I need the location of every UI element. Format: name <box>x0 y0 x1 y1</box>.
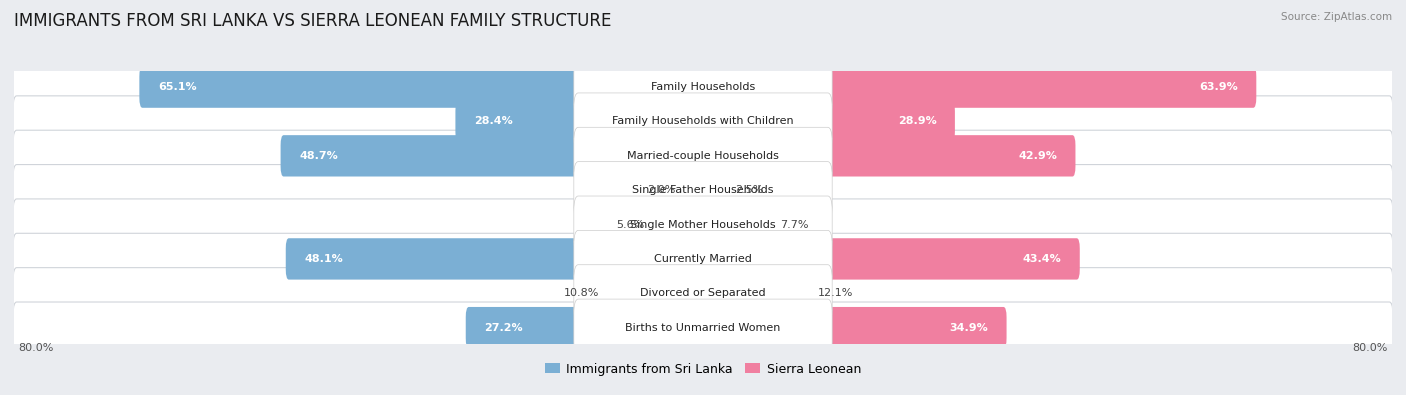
Text: 27.2%: 27.2% <box>484 323 523 333</box>
FancyBboxPatch shape <box>574 127 832 184</box>
FancyBboxPatch shape <box>13 96 1393 147</box>
Text: Births to Unmarried Women: Births to Unmarried Women <box>626 323 780 333</box>
FancyBboxPatch shape <box>700 238 1080 280</box>
Text: 7.7%: 7.7% <box>780 220 808 229</box>
FancyBboxPatch shape <box>285 238 706 280</box>
Text: 80.0%: 80.0% <box>18 343 53 354</box>
Text: 80.0%: 80.0% <box>1353 343 1388 354</box>
FancyBboxPatch shape <box>574 162 832 219</box>
FancyBboxPatch shape <box>13 199 1393 250</box>
FancyBboxPatch shape <box>574 230 832 288</box>
Text: Currently Married: Currently Married <box>654 254 752 264</box>
Legend: Immigrants from Sri Lanka, Sierra Leonean: Immigrants from Sri Lanka, Sierra Leonea… <box>546 363 860 376</box>
Text: 5.6%: 5.6% <box>616 220 644 229</box>
Text: 63.9%: 63.9% <box>1199 82 1237 92</box>
FancyBboxPatch shape <box>574 265 832 322</box>
FancyBboxPatch shape <box>465 307 706 348</box>
FancyBboxPatch shape <box>652 204 706 245</box>
Text: Single Father Households: Single Father Households <box>633 185 773 195</box>
FancyBboxPatch shape <box>683 169 706 211</box>
FancyBboxPatch shape <box>13 268 1393 319</box>
FancyBboxPatch shape <box>13 130 1393 181</box>
Text: Source: ZipAtlas.com: Source: ZipAtlas.com <box>1281 12 1392 22</box>
Text: Single Mother Households: Single Mother Households <box>630 220 776 229</box>
Text: 28.4%: 28.4% <box>474 117 513 126</box>
Text: 42.9%: 42.9% <box>1018 151 1057 161</box>
FancyBboxPatch shape <box>700 66 1257 108</box>
Text: 48.7%: 48.7% <box>299 151 337 161</box>
Text: 12.1%: 12.1% <box>817 288 853 298</box>
Text: IMMIGRANTS FROM SRI LANKA VS SIERRA LEONEAN FAMILY STRUCTURE: IMMIGRANTS FROM SRI LANKA VS SIERRA LEON… <box>14 12 612 30</box>
Text: 10.8%: 10.8% <box>564 288 599 298</box>
FancyBboxPatch shape <box>13 302 1393 353</box>
FancyBboxPatch shape <box>13 165 1393 216</box>
FancyBboxPatch shape <box>574 93 832 150</box>
Text: 34.9%: 34.9% <box>949 323 988 333</box>
Text: Family Households with Children: Family Households with Children <box>612 117 794 126</box>
FancyBboxPatch shape <box>574 58 832 116</box>
Text: 43.4%: 43.4% <box>1022 254 1062 264</box>
Text: 28.9%: 28.9% <box>897 117 936 126</box>
Text: Divorced or Separated: Divorced or Separated <box>640 288 766 298</box>
Text: Family Households: Family Households <box>651 82 755 92</box>
FancyBboxPatch shape <box>700 307 1007 348</box>
FancyBboxPatch shape <box>281 135 706 177</box>
FancyBboxPatch shape <box>574 196 832 253</box>
Text: 2.5%: 2.5% <box>735 185 763 195</box>
FancyBboxPatch shape <box>574 299 832 356</box>
FancyBboxPatch shape <box>700 204 772 245</box>
FancyBboxPatch shape <box>13 62 1393 113</box>
Text: Married-couple Households: Married-couple Households <box>627 151 779 161</box>
FancyBboxPatch shape <box>700 169 727 211</box>
FancyBboxPatch shape <box>456 101 706 142</box>
Text: 65.1%: 65.1% <box>157 82 197 92</box>
FancyBboxPatch shape <box>13 233 1393 284</box>
Text: 48.1%: 48.1% <box>304 254 343 264</box>
FancyBboxPatch shape <box>700 273 810 314</box>
FancyBboxPatch shape <box>139 66 706 108</box>
FancyBboxPatch shape <box>700 135 1076 177</box>
FancyBboxPatch shape <box>700 101 955 142</box>
Text: 2.0%: 2.0% <box>647 185 675 195</box>
FancyBboxPatch shape <box>607 273 706 314</box>
